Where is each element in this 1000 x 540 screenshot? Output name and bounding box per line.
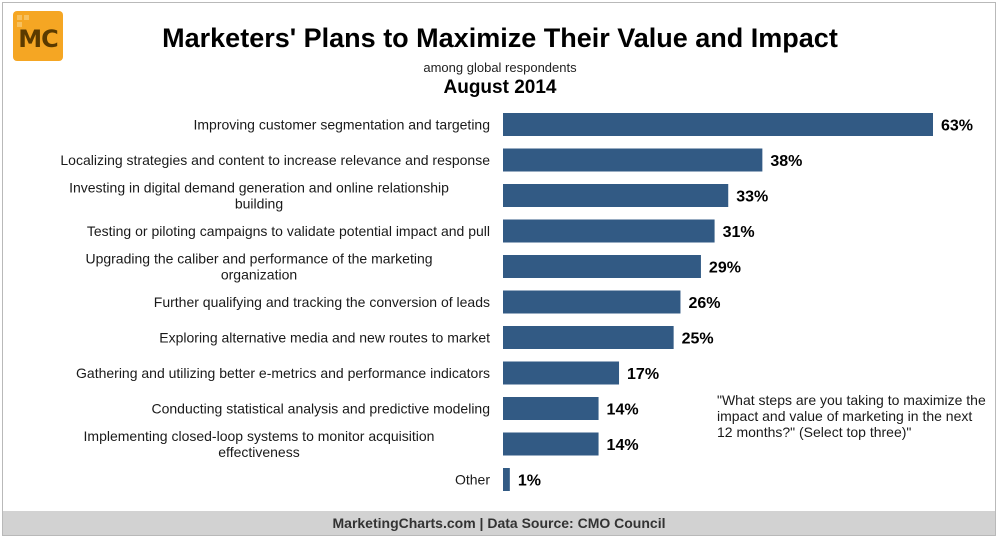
bar: [503, 326, 674, 349]
category-label: Exploring alternative media and new rout…: [159, 330, 490, 346]
chart-subtitle: among global respondents: [423, 60, 577, 75]
category-label: Upgrading the caliber and performance of…: [85, 251, 432, 267]
bar: [503, 113, 933, 136]
data-label: 31%: [723, 224, 755, 241]
category-label: Localizing strategies and content to inc…: [60, 152, 490, 168]
category-label: Conducting statistical analysis and pred…: [151, 401, 490, 417]
data-label: 17%: [627, 366, 659, 383]
data-label: 25%: [682, 331, 714, 348]
data-label: 63%: [941, 118, 973, 135]
source-footer: MarketingCharts.com | Data Source: CMO C…: [3, 511, 995, 535]
data-label: 38%: [770, 153, 802, 170]
data-label: 14%: [607, 437, 639, 454]
chart-title: Marketers' Plans to Maximize Their Value…: [162, 23, 838, 53]
bar: [503, 290, 681, 314]
bar: [503, 184, 729, 207]
data-label: 29%: [709, 260, 741, 277]
bar: [503, 432, 599, 456]
bar-chart: 63% Improving customer segmentation and t…: [60, 113, 973, 491]
category-label: effectiveness: [218, 444, 299, 460]
bar: [503, 219, 715, 243]
category-label: Testing or piloting campaigns to validat…: [87, 223, 490, 239]
category-label: Investing in digital demand generation a…: [69, 180, 449, 196]
logo-grid-icon: [17, 15, 35, 29]
marketingcharts-logo: MC: [13, 11, 63, 61]
logo-text: MC: [18, 25, 59, 53]
bar: [503, 468, 510, 491]
category-label: Improving customer segmentation and targ…: [194, 117, 491, 133]
bar: [503, 255, 701, 278]
data-label: 14%: [607, 402, 639, 419]
category-label: Other: [455, 472, 490, 488]
chart-date: August 2014: [443, 77, 557, 98]
data-label: 1%: [518, 473, 541, 490]
category-label: organization: [221, 267, 297, 283]
data-label: 33%: [736, 189, 768, 206]
survey-question-note: "What steps are you taking to maximize t…: [717, 392, 986, 440]
category-label: Implementing closed-loop systems to moni…: [84, 428, 435, 444]
bar: [503, 148, 763, 172]
category-label: Gathering and utilizing better e-metrics…: [76, 365, 490, 381]
data-label: 26%: [688, 295, 720, 312]
bar: [503, 397, 599, 420]
category-label: Further qualifying and tracking the conv…: [154, 294, 490, 310]
category-label: building: [235, 196, 283, 212]
bar: [503, 361, 620, 385]
